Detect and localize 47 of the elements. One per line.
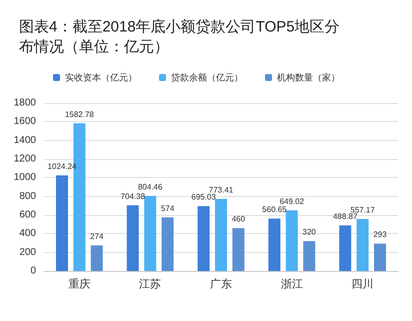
x-tick-label: 四川 xyxy=(352,278,374,290)
y-tick-label: 200 xyxy=(19,246,36,258)
bar xyxy=(286,210,298,271)
bar xyxy=(215,198,227,271)
bar xyxy=(303,241,316,271)
x-tick-label: 浙江 xyxy=(280,278,303,290)
data-label: 695.03 xyxy=(191,192,216,202)
x-tick-label: 广东 xyxy=(210,278,232,290)
y-tick-label: 400 xyxy=(19,228,36,240)
data-label: 293 xyxy=(373,230,388,240)
bar xyxy=(162,217,174,271)
data-label: 804.46 xyxy=(138,182,163,192)
data-label: 574 xyxy=(160,204,175,213)
data-label: 274 xyxy=(90,232,104,241)
bar xyxy=(56,175,68,271)
data-label: 1582.78 xyxy=(64,110,94,119)
x-tick-label: 江苏 xyxy=(139,278,162,290)
data-label: 704.38 xyxy=(120,192,146,201)
bar xyxy=(339,225,352,271)
data-label: 649.02 xyxy=(280,196,305,206)
bar xyxy=(90,245,103,271)
y-tick-label: 1400 xyxy=(14,134,36,146)
y-tick-label: 1600 xyxy=(14,116,36,128)
y-tick-label: 1800 xyxy=(14,98,36,108)
y-tick-label: 0 xyxy=(30,266,36,276)
legend-label: 机构数量（家） xyxy=(277,72,340,82)
y-tick-label: 1000 xyxy=(14,172,36,184)
bar xyxy=(198,206,210,271)
data-label: 488.87 xyxy=(332,212,358,221)
data-label: 460 xyxy=(232,214,246,224)
bar xyxy=(374,244,386,271)
bar xyxy=(356,219,369,271)
bar xyxy=(144,196,156,271)
legend-label: 贷款余额（亿元） xyxy=(171,72,243,82)
y-tick-label: 1200 xyxy=(14,154,36,164)
chart-title: 图表4：截至2018年底小额贷款公司TOP5地区分布情况（单位：亿元） xyxy=(19,18,340,56)
data-label: 557.17 xyxy=(350,205,376,214)
y-tick-label: 600 xyxy=(19,210,36,220)
legend-label: 实收资本（亿元） xyxy=(65,72,137,82)
bar xyxy=(232,228,244,271)
data-label: 773.41 xyxy=(208,185,234,194)
y-tick-label: 800 xyxy=(19,190,36,202)
data-label: 320 xyxy=(302,228,316,237)
bar xyxy=(126,205,139,271)
x-tick-label: 重庆 xyxy=(68,278,90,290)
data-label: 560.65 xyxy=(262,205,288,214)
bar xyxy=(268,218,280,271)
